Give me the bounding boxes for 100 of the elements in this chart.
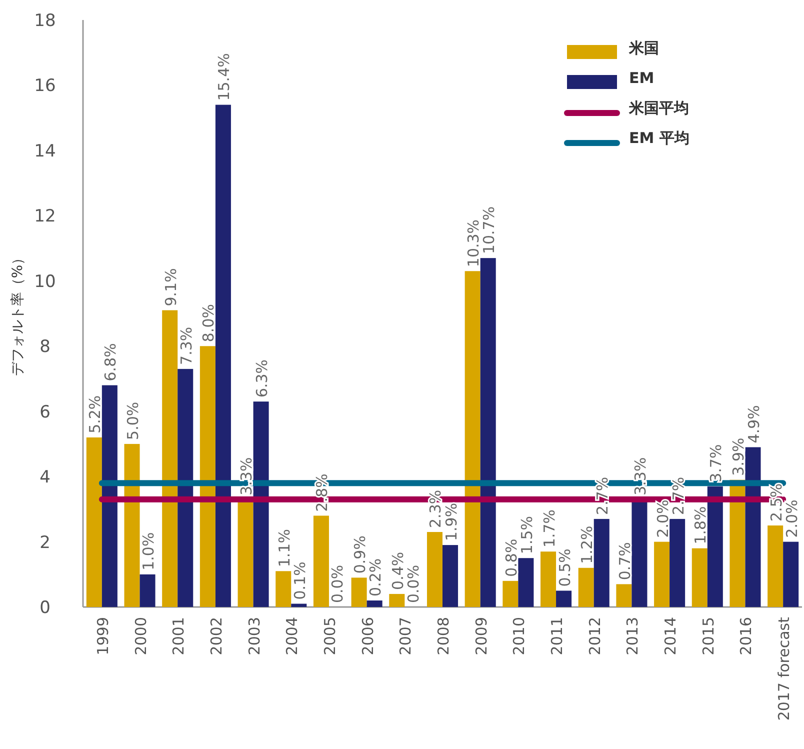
x-tick-label: 2008 <box>434 617 452 656</box>
y-tick-label: 16 <box>34 76 56 96</box>
data-label: 10.3% <box>464 219 483 268</box>
bar <box>200 346 216 607</box>
bar <box>351 578 367 607</box>
bar <box>616 584 632 607</box>
bar <box>162 310 178 607</box>
data-label: 0.8% <box>502 538 520 577</box>
bar <box>253 402 269 607</box>
data-label: 1.8% <box>692 506 710 544</box>
data-label: 5.0% <box>124 402 142 440</box>
y-tick-label: 6 <box>40 402 50 422</box>
data-label: 0.7% <box>616 542 634 580</box>
data-label: 6.8% <box>102 343 120 382</box>
x-tick-label: 2015 <box>699 617 718 656</box>
data-label: 2.0% <box>654 500 672 538</box>
data-label: 0.2% <box>366 558 385 596</box>
y-tick-label: 2 <box>40 532 50 553</box>
data-label: 1.5% <box>518 516 536 554</box>
data-label: 1.9% <box>442 502 460 542</box>
bar <box>502 580 518 607</box>
x-tick-label: 2005 <box>320 617 339 656</box>
bar <box>556 590 572 607</box>
legend-label: 米国 <box>628 39 659 57</box>
x-tick-label: 2012 <box>586 617 604 656</box>
bar <box>578 568 594 607</box>
y-tick-label: 12 <box>34 206 56 227</box>
data-label: 1.0% <box>140 532 158 570</box>
data-label: 1.1% <box>275 529 294 568</box>
bar <box>480 258 496 607</box>
data-label: 2.8% <box>313 474 332 512</box>
data-label: 2.3% <box>426 490 445 528</box>
y-tick-label: 8 <box>40 337 50 358</box>
bar <box>291 604 307 607</box>
bar <box>140 574 156 607</box>
bar <box>86 437 102 607</box>
x-tick-label: 2004 <box>283 617 302 656</box>
x-tick-label: 2002 <box>207 617 226 656</box>
data-label: 0.1% <box>290 562 309 600</box>
data-label: 7.3% <box>177 326 196 365</box>
bar <box>783 542 799 607</box>
data-label: 3.9% <box>729 438 748 476</box>
legend-label: EM <box>629 69 654 87</box>
data-label: 0.5% <box>556 548 574 587</box>
x-tick-label: 2006 <box>358 617 377 656</box>
y-tick-label: 10 <box>34 272 56 292</box>
x-tick-label: 2014 <box>662 617 680 656</box>
data-label: 6.3% <box>253 359 272 398</box>
data-label: 0.0% <box>328 564 347 603</box>
data-label: 3.3% <box>631 457 650 496</box>
bar <box>745 447 761 607</box>
data-label: 3.3% <box>238 457 256 496</box>
y-tick-label: 14 <box>34 141 56 162</box>
data-label: 15.4% <box>215 53 234 101</box>
bar <box>215 104 231 607</box>
data-label: 0.0% <box>404 564 422 603</box>
data-label: 8.0% <box>200 304 218 342</box>
bar <box>518 558 534 607</box>
y-tick-label: 0 <box>40 598 50 618</box>
x-tick-label: 2011 <box>548 617 566 656</box>
x-tick-label: 2003 <box>245 617 264 656</box>
legend-label: 米国平均 <box>628 99 689 117</box>
x-tick-label: 2001 <box>170 617 188 656</box>
bar <box>707 486 723 607</box>
bar <box>102 385 118 607</box>
bar <box>654 542 670 607</box>
data-label: 0.9% <box>351 536 370 574</box>
data-label: 2.0% <box>782 500 801 538</box>
legend-label: EM 平均 <box>629 129 690 147</box>
data-label: 0.4% <box>388 552 407 590</box>
x-tick-label: 2013 <box>624 617 642 656</box>
bar <box>366 600 382 607</box>
x-tick-label: 2016 <box>737 617 756 656</box>
bar <box>464 271 480 607</box>
y-axis-title: デフォルト率（%） <box>10 250 26 376</box>
x-tick-label: 2009 <box>472 617 490 656</box>
bar <box>124 444 140 607</box>
x-tick-label: 2007 <box>396 617 415 656</box>
data-label: 2.7% <box>669 476 688 515</box>
bar <box>389 594 405 607</box>
bar <box>768 525 784 607</box>
bar <box>276 571 292 607</box>
data-label: 9.1% <box>162 268 180 306</box>
data-label: 2.7% <box>594 476 612 515</box>
bar <box>313 516 329 607</box>
bar <box>670 518 686 607</box>
data-label: 4.9% <box>744 405 763 444</box>
data-label: 2.5% <box>767 483 786 522</box>
bar <box>178 368 194 607</box>
bar <box>540 552 556 607</box>
data-label: 10.7% <box>480 206 498 254</box>
y-tick-label: 4 <box>40 468 50 488</box>
x-tick-label: 1999 <box>94 617 112 656</box>
bar <box>692 548 708 607</box>
data-label: 1.2% <box>578 526 596 564</box>
x-tick-label: 2000 <box>132 617 150 656</box>
y-tick-label: 18 <box>34 11 56 31</box>
x-tick-label: 2017 forecast <box>775 616 794 721</box>
bar <box>426 532 442 607</box>
data-label: 1.7% <box>540 509 558 548</box>
